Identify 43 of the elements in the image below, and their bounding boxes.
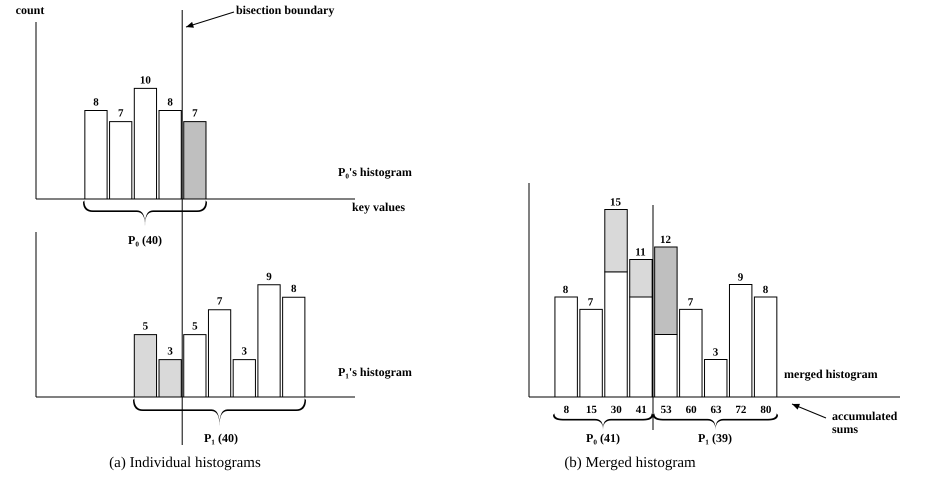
text: P₀ (41) <box>586 431 620 445</box>
x-tick-label: 8 <box>564 404 570 416</box>
data-label: 8 <box>291 283 298 296</box>
x-tick-label: 63 <box>710 404 722 416</box>
annotation: 12 <box>660 234 672 246</box>
text: (b) Merged histogram <box>564 455 696 471</box>
data-label: 9 <box>266 270 272 283</box>
text: P₀'s histogram <box>338 165 412 179</box>
text: accumulated sums <box>832 409 898 436</box>
annotation: 3 <box>712 346 719 358</box>
annotation: 15 <box>610 196 622 208</box>
data-label: 7 <box>118 108 124 120</box>
text: bisection boundary <box>236 3 334 17</box>
x-tick-label: 30 <box>610 404 622 416</box>
data-label: 5 <box>192 320 198 333</box>
x-tick-label: 15 <box>586 404 598 416</box>
data-label: 3 <box>242 346 248 358</box>
annotation: 11 <box>635 246 646 259</box>
annotation: 8 <box>562 284 569 296</box>
text: P₁ (39) <box>698 431 732 445</box>
x-tick-label: 72 <box>735 404 747 416</box>
x-axis-title: merged histogram <box>784 367 878 381</box>
annotation: 9 <box>738 271 744 284</box>
x-tick-label: 80 <box>760 404 772 416</box>
text: key values <box>352 200 406 214</box>
y-axis-title: count <box>16 3 44 17</box>
data-label: 7 <box>216 296 223 308</box>
x-tick-label: 41 <box>636 404 647 416</box>
text: P₀ (40) <box>128 233 162 247</box>
data-label: 8 <box>93 96 100 108</box>
text: P₁'s histogram <box>338 365 412 379</box>
x-tick-label: 53 <box>660 404 672 416</box>
x-tick-label: 60 <box>686 404 698 416</box>
text: P₁ (40) <box>204 431 238 445</box>
data-label: 8 <box>167 96 174 108</box>
annotation: 7 <box>588 296 594 308</box>
text: (a) Individual histograms <box>109 455 261 471</box>
annotation: 8 <box>762 284 769 296</box>
data-label: 3 <box>167 346 174 358</box>
annotation: 7 <box>688 296 694 308</box>
data-label: 7 <box>192 108 198 120</box>
data-label: 10 <box>140 74 152 86</box>
data-label: 5 <box>142 320 149 333</box>
